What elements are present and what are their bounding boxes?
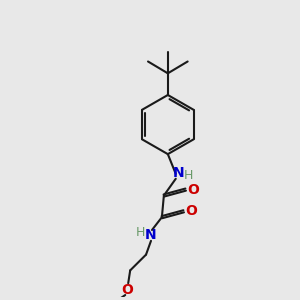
Text: O: O xyxy=(188,183,200,196)
Text: O: O xyxy=(186,204,197,218)
Text: O: O xyxy=(121,283,133,297)
Text: N: N xyxy=(173,166,184,180)
Text: H: H xyxy=(184,169,193,182)
Text: N: N xyxy=(145,228,157,242)
Text: H: H xyxy=(135,226,145,239)
